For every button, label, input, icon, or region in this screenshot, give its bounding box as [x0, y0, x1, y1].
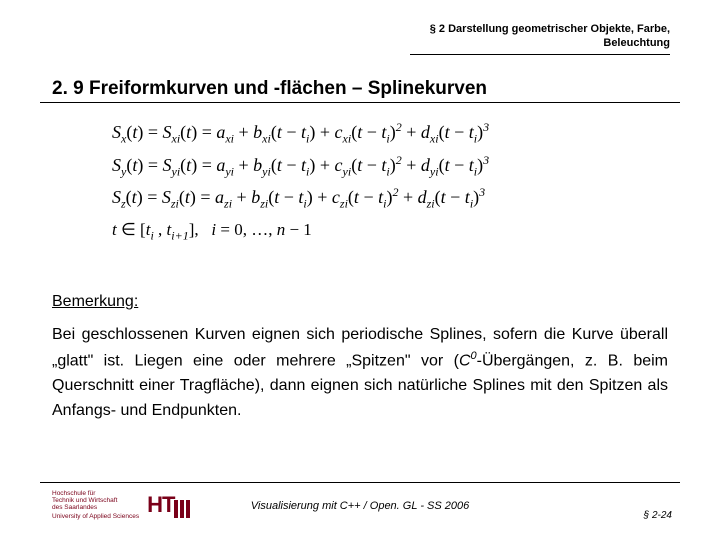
equation-sy: Sy(t) = Syi(t) = ayi + byi(t − ti) + cyi… — [112, 153, 489, 180]
section-title: 2. 9 Freiformkurven und -flächen – Splin… — [52, 78, 487, 100]
equation-sz: Sz(t) = Szi(t) = azi + bzi(t − ti) + czi… — [112, 185, 489, 212]
remark-body: Bei geschlossenen Kurven eignen sich per… — [52, 323, 668, 424]
footer-page-number: § 2-24 — [644, 510, 672, 521]
header-rule — [410, 54, 670, 55]
chapter-header-line1: § 2 Darstellung geometrischer Objekte, F… — [410, 22, 670, 36]
remark-title: Bemerkung: — [52, 293, 138, 311]
equation-sx: Sx(t) = Sxi(t) = axi + bxi(t − ti) + cxi… — [112, 120, 489, 147]
chapter-header: § 2 Darstellung geometrischer Objekte, F… — [410, 22, 670, 55]
c0-symbol-c: C — [459, 352, 471, 369]
equation-block: Sx(t) = Sxi(t) = axi + bxi(t − ti) + cxi… — [112, 120, 489, 249]
footer-rule — [40, 482, 680, 483]
title-rule — [40, 102, 680, 103]
footer-course: Visualisierung mit C++ / Open. GL - SS 2… — [0, 500, 720, 512]
chapter-header-line2: Beleuchtung — [410, 36, 670, 50]
equation-domain: t ∈ [ti , ti+1], i = 0, …, n − 1 — [112, 220, 489, 243]
